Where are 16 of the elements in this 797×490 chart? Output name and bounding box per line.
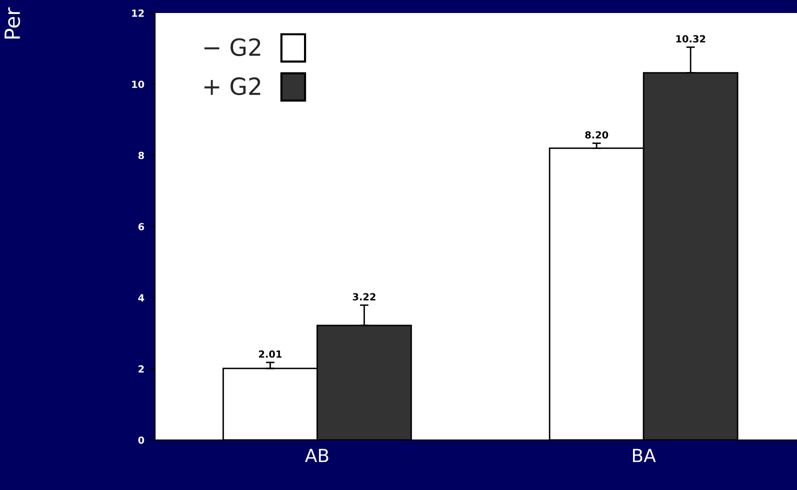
legend-label: − G2 [204,38,260,56]
legend-label: + G2 [204,77,260,96]
y-tick-label: 6 [138,222,144,230]
data-label: 10.32 [676,35,706,42]
x-tick-label: BA [633,448,656,462]
y-tick-label: 0 [138,436,144,444]
y-tick-label: 12 [132,9,144,17]
y-tick-label: 2 [138,365,144,373]
data-label: 3.22 [352,293,376,300]
data-label: 2.01 [258,350,282,358]
x-tick-label: AB [304,448,328,462]
y-tick-label: 10 [132,80,144,88]
data-label: 8.20 [585,131,608,139]
text: Per [4,7,20,38]
y-tick-label: 4 [138,294,144,302]
y-tick-label: 8 [138,152,144,160]
